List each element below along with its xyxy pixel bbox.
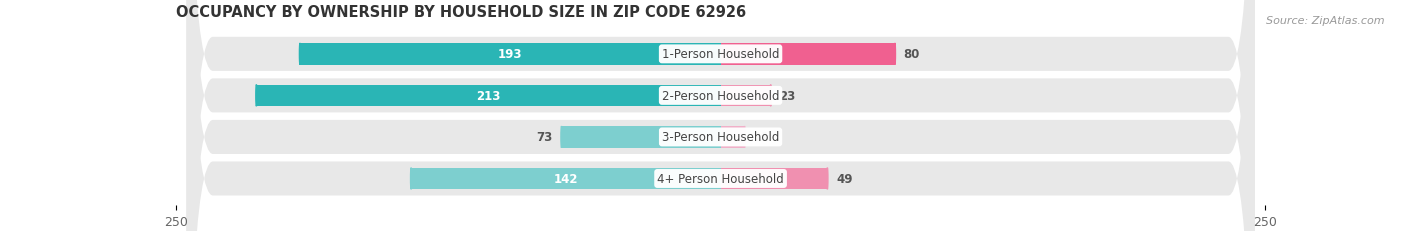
FancyBboxPatch shape (187, 0, 1254, 231)
Bar (561, 127, 721, 148)
Text: 80: 80 (904, 48, 920, 61)
Bar (256, 85, 721, 107)
Text: OCCUPANCY BY OWNERSHIP BY HOUSEHOLD SIZE IN ZIP CODE 62926: OCCUPANCY BY OWNERSHIP BY HOUSEHOLD SIZE… (176, 5, 745, 20)
FancyBboxPatch shape (187, 0, 1254, 231)
Text: 73: 73 (537, 131, 553, 144)
Text: 49: 49 (837, 172, 852, 185)
Bar (721, 85, 770, 107)
FancyBboxPatch shape (187, 0, 1254, 231)
Text: 213: 213 (477, 89, 501, 102)
FancyBboxPatch shape (187, 0, 1254, 231)
Text: 11: 11 (754, 131, 769, 144)
Bar (721, 168, 827, 189)
Text: 142: 142 (554, 172, 578, 185)
Text: 23: 23 (779, 89, 796, 102)
Bar (721, 127, 745, 148)
Text: 1-Person Household: 1-Person Household (662, 48, 779, 61)
Text: Source: ZipAtlas.com: Source: ZipAtlas.com (1267, 16, 1385, 26)
Text: 3-Person Household: 3-Person Household (662, 131, 779, 144)
Text: 2-Person Household: 2-Person Household (662, 89, 779, 102)
Bar (411, 168, 721, 189)
Text: 4+ Person Household: 4+ Person Household (657, 172, 785, 185)
Text: 193: 193 (498, 48, 523, 61)
Bar (299, 44, 721, 65)
Bar (721, 44, 896, 65)
